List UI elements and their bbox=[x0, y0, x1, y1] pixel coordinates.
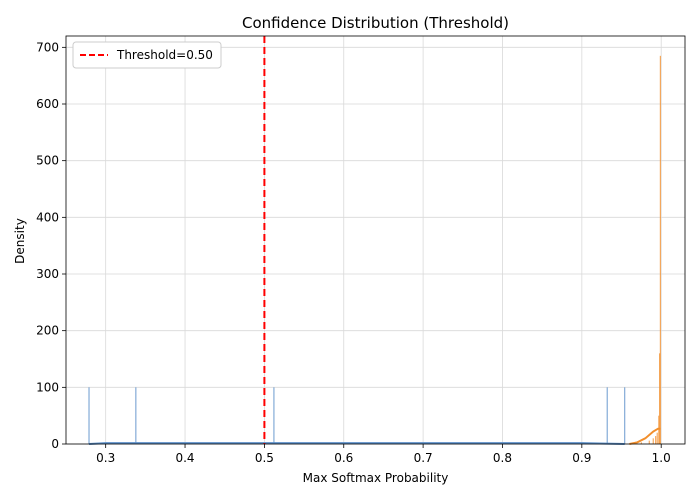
y-tick-label: 200 bbox=[36, 324, 59, 338]
histogram-bars bbox=[88, 55, 661, 444]
histogram-bar bbox=[652, 438, 654, 444]
x-tick-label: 0.4 bbox=[175, 451, 194, 465]
x-tick-label: 0.3 bbox=[96, 451, 115, 465]
x-tick-label: 1.0 bbox=[652, 451, 671, 465]
histogram-bar bbox=[659, 353, 661, 444]
histogram-bar bbox=[648, 440, 650, 444]
y-axis-ticks: 0 100 200 300 400 500 600 700 bbox=[36, 40, 66, 451]
histogram-bar bbox=[659, 55, 661, 444]
y-tick-label: 300 bbox=[36, 267, 59, 281]
legend-box bbox=[72, 41, 222, 69]
x-tick-label: 0.5 bbox=[255, 451, 274, 465]
y-tick-label: 700 bbox=[36, 40, 59, 54]
x-tick-label: 0.6 bbox=[334, 451, 353, 465]
histogram-bar bbox=[273, 387, 275, 444]
histogram-bar bbox=[640, 442, 642, 444]
x-tick-label: 0.8 bbox=[493, 451, 512, 465]
x-tick-label: 0.9 bbox=[572, 451, 591, 465]
y-tick-label: 100 bbox=[36, 380, 59, 394]
y-tick-label: 500 bbox=[36, 154, 59, 168]
y-tick-label: 600 bbox=[36, 97, 59, 111]
x-axis-label: Max Softmax Probability bbox=[303, 471, 449, 485]
grid bbox=[66, 36, 685, 445]
histogram-bar bbox=[658, 415, 660, 444]
y-tick-label: 400 bbox=[36, 210, 59, 224]
legend: Threshold=0.50 bbox=[72, 41, 222, 69]
kde-line bbox=[88, 442, 625, 445]
chart-title: Confidence Distribution (Threshold) bbox=[242, 14, 509, 32]
histogram-bar bbox=[624, 387, 626, 444]
histogram-bar bbox=[135, 387, 137, 444]
y-tick-label: 0 bbox=[51, 437, 59, 451]
x-tick-label: 0.7 bbox=[414, 451, 433, 465]
histogram-bar bbox=[606, 387, 608, 444]
histogram-bar bbox=[655, 436, 657, 444]
legend-threshold-label: Threshold=0.50 bbox=[116, 48, 213, 62]
kde-line bbox=[629, 427, 661, 445]
kde-curves bbox=[88, 427, 661, 445]
histogram-bar bbox=[656, 432, 658, 444]
plot-frame bbox=[65, 35, 686, 445]
y-axis-label: Density bbox=[13, 218, 27, 264]
histogram-bar bbox=[88, 387, 90, 444]
x-axis-ticks: 0.3 0.4 0.5 0.6 0.7 0.8 0.9 1.0 bbox=[96, 444, 671, 465]
